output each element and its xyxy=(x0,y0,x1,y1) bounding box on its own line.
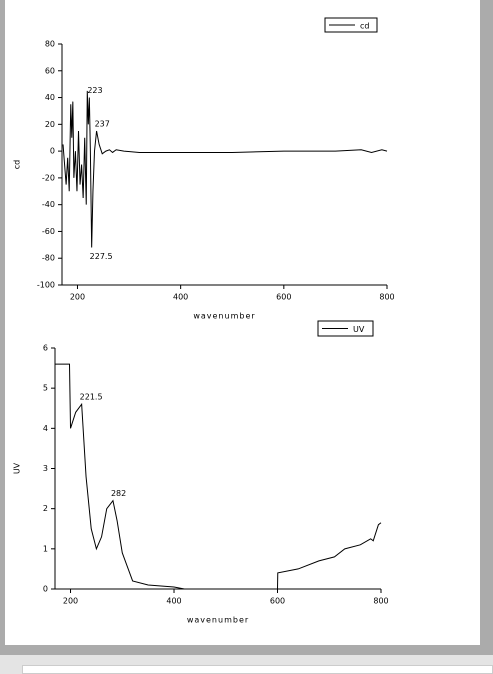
annotation: 223 xyxy=(87,86,102,95)
x-axis-label: wavenumber xyxy=(187,616,249,625)
y-tick-label: 4 xyxy=(43,424,48,433)
y-tick-label: 2 xyxy=(43,504,48,513)
y-tick-label: 80 xyxy=(45,40,55,49)
x-tick-label: 600 xyxy=(276,293,291,302)
y-tick-label: 3 xyxy=(43,464,48,473)
annotation: 221.5 xyxy=(80,393,103,402)
y-tick-label: -20 xyxy=(42,173,55,182)
y-tick-label: 5 xyxy=(43,384,48,393)
x-tick-label: 600 xyxy=(270,597,285,606)
x-tick-label: 800 xyxy=(373,597,388,606)
x-tick-label: 400 xyxy=(166,597,181,606)
y-axis-label: UV xyxy=(13,462,22,474)
y-tick-label: -60 xyxy=(42,227,55,236)
y-tick-label: 1 xyxy=(43,544,48,553)
x-tick-label: 800 xyxy=(379,293,394,302)
y-tick-label: -80 xyxy=(42,254,55,263)
annotation: 227.5 xyxy=(90,252,113,261)
y-tick-label: -100 xyxy=(37,281,55,290)
document-page xyxy=(5,0,480,645)
legend-label: UV xyxy=(353,325,365,334)
annotation: 237 xyxy=(95,120,110,129)
y-tick-label: 40 xyxy=(45,93,55,102)
x-axis-label: wavenumber xyxy=(193,312,255,321)
y-axis-label: cd xyxy=(13,160,22,169)
y-tick-label: 0 xyxy=(50,147,55,156)
y-tick-label: 20 xyxy=(45,120,55,129)
y-tick-label: -40 xyxy=(42,200,55,209)
y-tick-label: 60 xyxy=(45,66,55,75)
data-line xyxy=(62,90,388,248)
y-tick-label: 0 xyxy=(43,585,48,594)
y-tick-label: 6 xyxy=(43,344,48,353)
x-tick-label: 200 xyxy=(63,597,78,606)
x-tick-label: 400 xyxy=(173,293,188,302)
legend-label: cd xyxy=(360,22,369,31)
data-line xyxy=(55,363,382,590)
x-tick-label: 200 xyxy=(70,293,85,302)
annotation: 282 xyxy=(111,489,126,498)
